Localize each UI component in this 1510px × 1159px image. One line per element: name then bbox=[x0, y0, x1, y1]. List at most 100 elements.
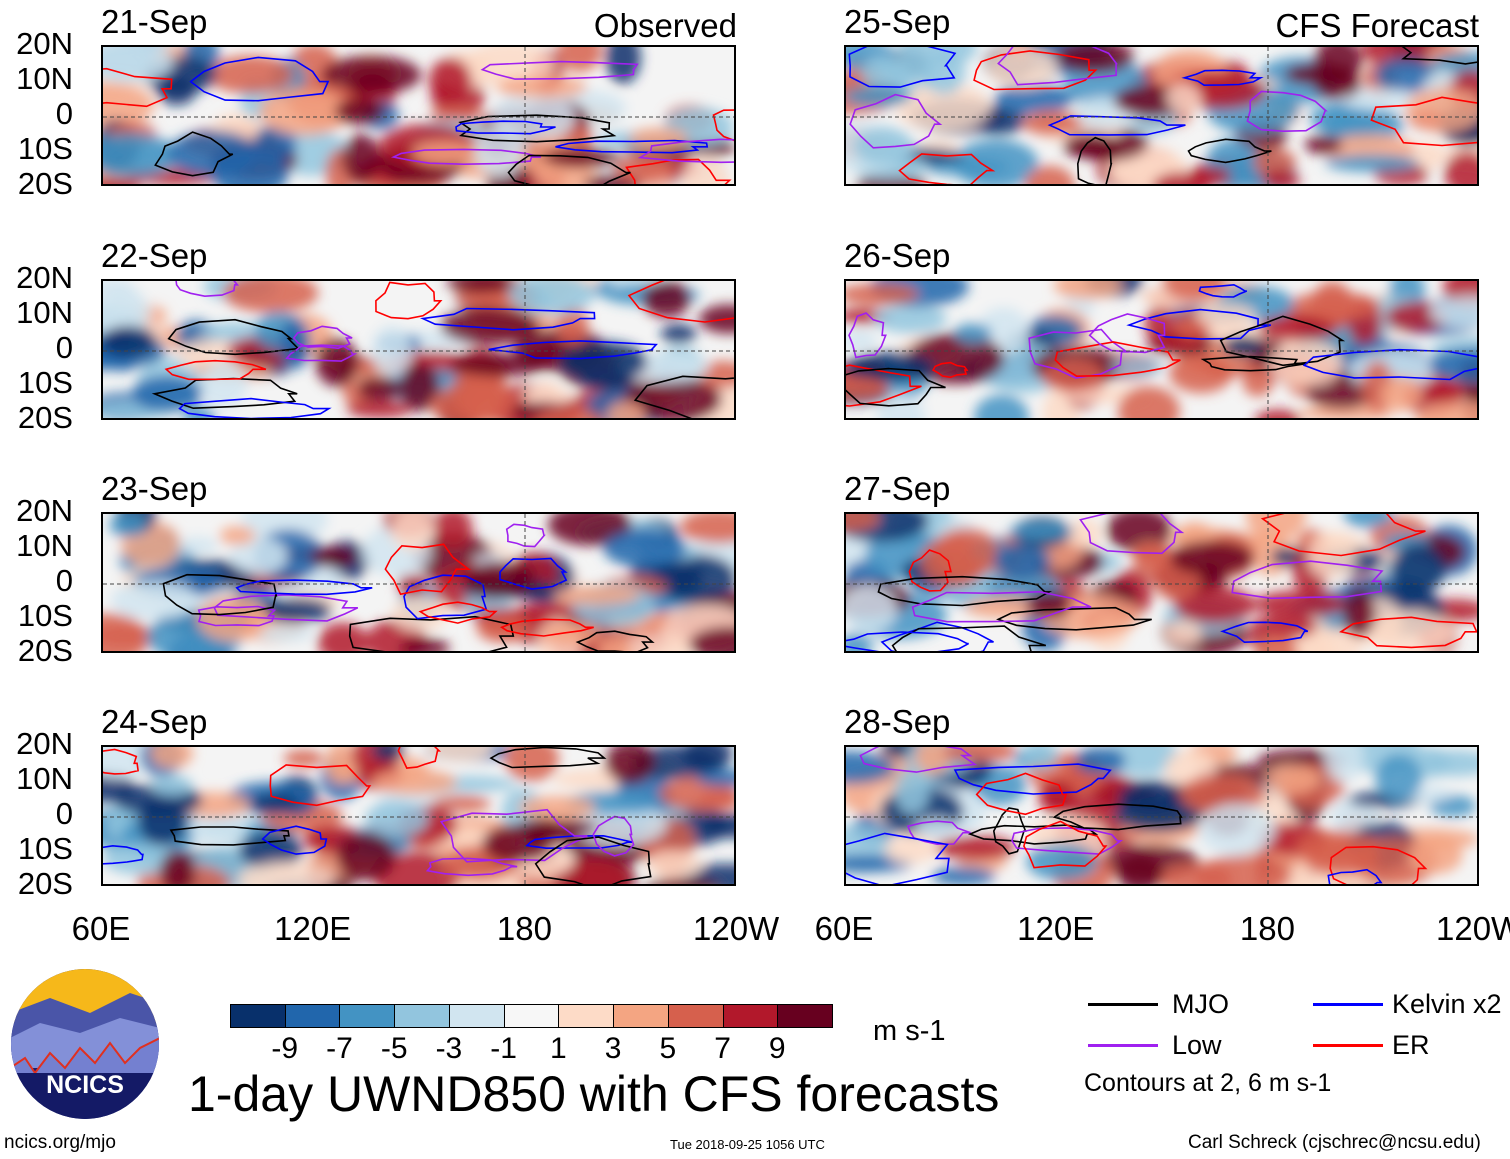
wave-contour bbox=[859, 747, 978, 773]
wave-contour bbox=[167, 318, 300, 356]
wave-contour bbox=[525, 834, 633, 850]
wind-anomaly-blob bbox=[1198, 803, 1276, 856]
lon-label: 120E bbox=[1017, 910, 1095, 947]
wind-anomaly-blob bbox=[283, 749, 324, 768]
wind-anomaly-blob bbox=[238, 832, 304, 869]
wind-anomaly-blob bbox=[603, 528, 687, 568]
wind-anomaly-blob bbox=[894, 83, 992, 131]
wave-contour bbox=[633, 375, 734, 418]
wind-anomaly-blob bbox=[1325, 154, 1420, 172]
footer-timestamp: Tue 2018-09-25 1056 UTC bbox=[670, 1137, 825, 1152]
wind-anomaly-blob bbox=[993, 542, 1051, 579]
wind-anomaly-blob bbox=[846, 584, 898, 633]
wind-anomaly-blob bbox=[699, 813, 734, 839]
wave-contour bbox=[151, 377, 298, 410]
wind-anomaly-blob bbox=[1415, 401, 1477, 418]
wave-contour bbox=[154, 131, 234, 177]
panel-date: 25-Sep bbox=[844, 3, 951, 40]
wind-anomaly-blob bbox=[994, 83, 1073, 115]
colorbar-tick-label: -5 bbox=[380, 1032, 408, 1065]
wave-contour bbox=[1200, 355, 1308, 372]
wind-anomaly-blob bbox=[1375, 754, 1423, 802]
colorbar-swatch bbox=[448, 1004, 505, 1028]
wind-anomaly-blob bbox=[579, 372, 635, 390]
wind-anomaly-blob bbox=[1322, 106, 1404, 144]
wave-contour bbox=[419, 307, 596, 331]
wind-anomaly-blob bbox=[321, 55, 422, 95]
wind-anomaly-blob bbox=[336, 832, 395, 881]
wave-contour bbox=[898, 153, 996, 184]
wind-anomaly-blob bbox=[1026, 842, 1097, 881]
colorbar-tick-label: 1 bbox=[550, 1032, 567, 1065]
wave-contour bbox=[292, 325, 353, 350]
wind-anomaly-blob bbox=[392, 596, 448, 631]
wind-anomaly-blob bbox=[346, 400, 412, 418]
wave-contour bbox=[418, 601, 498, 624]
wind-anomaly-blob bbox=[1008, 522, 1074, 540]
wind-anomaly-blob bbox=[1324, 747, 1364, 783]
colorbar-tick-label: 5 bbox=[659, 1032, 677, 1065]
wind-anomaly-blob bbox=[696, 769, 734, 788]
wave-contour bbox=[1187, 138, 1272, 164]
wind-anomaly-blob bbox=[151, 774, 193, 797]
lat-label: 10S bbox=[17, 831, 73, 866]
panel-date: 21-Sep bbox=[101, 3, 208, 40]
wind-anomaly-blob bbox=[1286, 291, 1381, 321]
map-panel bbox=[844, 512, 1479, 653]
wave-contour bbox=[103, 67, 173, 108]
wind-anomaly-blob bbox=[932, 527, 999, 579]
wind-anomaly-blob bbox=[954, 323, 992, 344]
wind-anomaly-blob bbox=[1173, 586, 1256, 624]
wave-contour bbox=[849, 93, 943, 149]
wave-contour bbox=[997, 47, 1118, 86]
logo-text: NCICS bbox=[46, 1071, 124, 1099]
wave-contour bbox=[555, 139, 709, 154]
wave-contour bbox=[162, 573, 278, 616]
wave-contour bbox=[1327, 868, 1383, 884]
wind-anomaly-blob bbox=[317, 622, 369, 651]
wind-anomaly-blob bbox=[508, 281, 594, 315]
wave-contour bbox=[575, 630, 655, 651]
wind-anomaly-blob bbox=[365, 800, 429, 837]
wind-anomaly-blob bbox=[1249, 614, 1318, 640]
colorbar-swatch bbox=[503, 1004, 560, 1028]
wave-contour bbox=[488, 340, 658, 360]
wind-anomaly-blob bbox=[1314, 47, 1363, 85]
map-panel bbox=[844, 279, 1479, 420]
wind-anomaly-blob bbox=[1374, 57, 1437, 94]
wind-anomaly-blob bbox=[1117, 854, 1163, 884]
wind-anomaly-blob bbox=[206, 55, 294, 94]
wave-contour bbox=[103, 844, 144, 865]
wind-anomaly-blob bbox=[1262, 170, 1301, 184]
figure-title: 1-day UWND850 with CFS forecasts bbox=[188, 1066, 1000, 1122]
colorbar-tick-label: -7 bbox=[326, 1032, 353, 1065]
lat-label: 20N bbox=[16, 726, 73, 761]
wave-contour bbox=[1220, 621, 1309, 644]
wind-anomaly-blob bbox=[846, 751, 895, 785]
wind-anomaly-blob bbox=[1041, 358, 1105, 393]
wind-anomaly-blob bbox=[514, 818, 596, 837]
wave-contour bbox=[269, 764, 372, 807]
map-panel bbox=[101, 279, 736, 420]
lat-label: 20N bbox=[16, 493, 73, 528]
wave-contour bbox=[1198, 283, 1248, 298]
wind-anomaly-blob bbox=[1062, 134, 1119, 159]
lon-label: 60E bbox=[71, 910, 131, 947]
colorbar-tick-label: 7 bbox=[714, 1032, 731, 1065]
wave-contour bbox=[846, 631, 969, 651]
wind-anomaly-blob bbox=[1055, 47, 1134, 74]
wave-contour bbox=[403, 574, 488, 620]
wind-anomaly-blob bbox=[642, 281, 691, 318]
wind-anomaly-blob bbox=[357, 376, 402, 402]
wave-contour bbox=[848, 47, 957, 88]
panel-date: 24-Sep bbox=[101, 703, 208, 740]
lat-label: 10N bbox=[16, 761, 73, 796]
wind-anomaly-blob bbox=[103, 326, 157, 358]
wind-anomaly-blob bbox=[430, 106, 483, 123]
wave-contour bbox=[499, 557, 568, 590]
wave-contour bbox=[103, 748, 139, 775]
wind-anomaly-blob bbox=[604, 747, 656, 784]
wind-anomaly-blob bbox=[229, 536, 288, 576]
wave-contour bbox=[1023, 820, 1108, 869]
wave-contour bbox=[1246, 90, 1328, 133]
